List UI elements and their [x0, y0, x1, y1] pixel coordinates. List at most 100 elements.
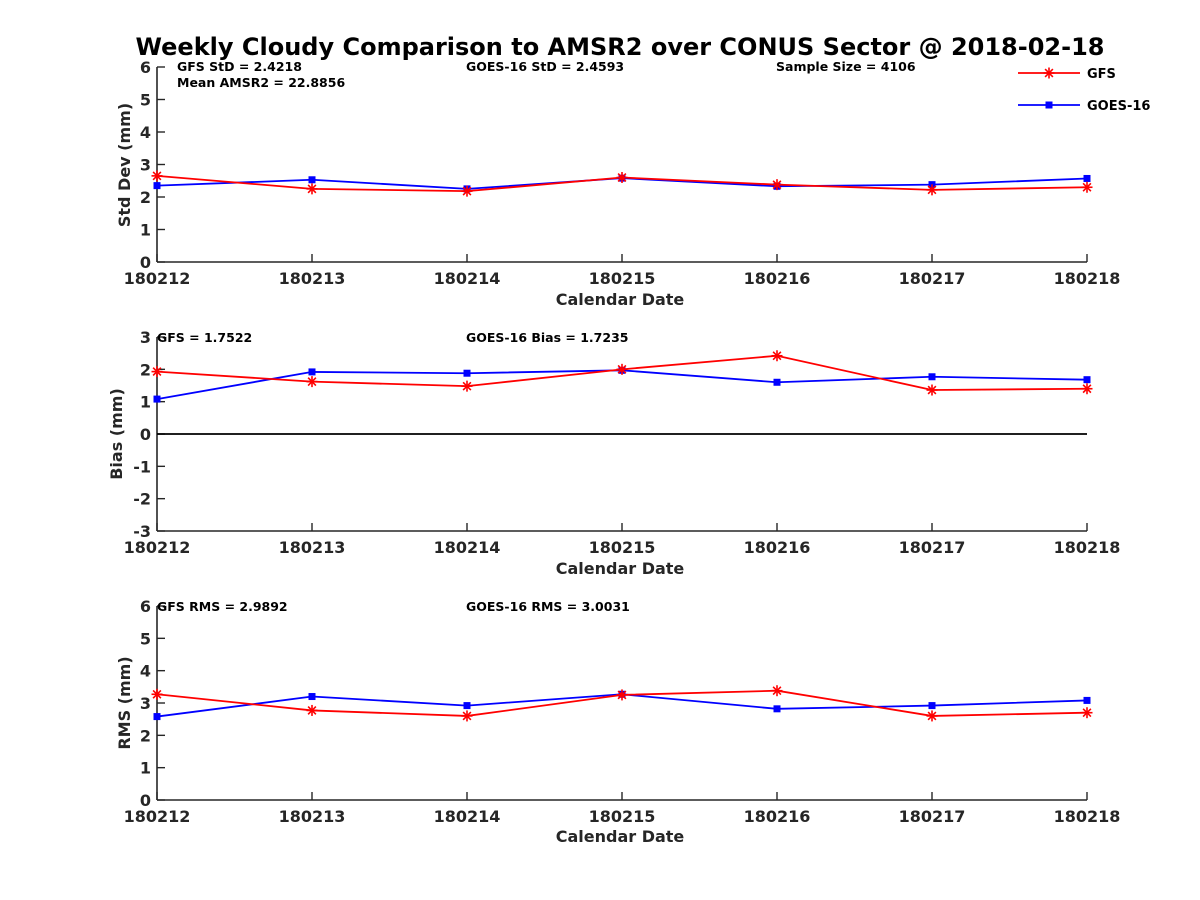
x-tick-label: 180212 [124, 269, 191, 288]
y-tick-label: 3 [140, 156, 151, 175]
data-point-goes16 [773, 378, 781, 386]
panel-bias-xlabel: Calendar Date [556, 559, 685, 578]
data-point-gfs-stroke [617, 690, 627, 700]
annotation-goes16-std: GOES-16 StD = 2.4593 [466, 59, 624, 74]
x-tick-label: 180215 [589, 807, 656, 826]
data-point-gfs-stroke [617, 364, 627, 374]
data-point-gfs-stroke [462, 186, 472, 196]
data-point-gfs-stroke [462, 381, 472, 391]
x-tick-label: 180216 [744, 269, 811, 288]
x-tick-label: 180214 [434, 269, 501, 288]
data-point-gfs-stroke [772, 180, 782, 190]
data-point-gfs-stroke [307, 377, 317, 387]
data-point-gfs-stroke [152, 171, 162, 181]
annotation-gfs-std: GFS StD = 2.4218 [177, 59, 302, 74]
annotation-goes16-bias: GOES-16 Bias = 1.7235 [466, 330, 628, 345]
annotation-gfs-bias: GFS = 1.7522 [157, 330, 252, 345]
data-point-gfs [306, 183, 318, 195]
data-point-gfs [461, 710, 473, 722]
data-point-gfs-stroke [1082, 384, 1092, 394]
data-point-gfs-stroke [927, 385, 937, 395]
panel-bias-axes: -3 -2 -1 0 1 2 3 180212 180213 180214 180215 180216… [124, 328, 1121, 557]
y-tick-label: 1 [140, 221, 151, 240]
y-tick-label: 2 [140, 726, 151, 745]
annotation-gfs-rms: GFS RMS = 2.9892 [157, 599, 288, 614]
data-point-gfs [151, 688, 163, 700]
x-tick-label: 180212 [124, 807, 191, 826]
data-point-gfs-stroke [152, 367, 162, 377]
data-point-gfs-stroke [152, 689, 162, 699]
data-point-gfs [1081, 707, 1093, 719]
x-tick-label: 180218 [1054, 269, 1121, 288]
y-tick-label: 4 [140, 123, 151, 142]
panel-rms: 0 1 2 3 4 5 6 180212 180213 180214 180215 180216 180… [115, 597, 1120, 846]
y-tick-label: 0 [140, 791, 151, 810]
data-point-goes16 [1083, 376, 1091, 384]
data-point-gfs-stroke [617, 173, 627, 182]
y-tick-label: 6 [140, 58, 151, 77]
y-tick-label: 5 [140, 91, 151, 110]
data-point-gfs-stroke [1082, 182, 1092, 192]
y-tick-label: 5 [140, 629, 151, 648]
data-point-gfs-stroke [307, 705, 317, 715]
data-point-gfs [616, 172, 628, 183]
y-tick-label: 3 [140, 328, 151, 347]
data-point-gfs [616, 689, 628, 701]
panel-bias: -3 -2 -1 0 1 2 3 180212 180213 180214 180215 180216… [107, 328, 1120, 578]
panel-rms-xlabel: Calendar Date [556, 827, 685, 846]
x-tick-label: 180216 [744, 538, 811, 557]
x-tick-label: 180216 [744, 807, 811, 826]
data-point-gfs [926, 384, 938, 396]
data-point-goes16 [153, 395, 161, 403]
data-point-gfs [1081, 181, 1093, 193]
x-tick-label: 180212 [124, 538, 191, 557]
panel-stddev-axes: 0 1 2 3 4 5 6 180212 180213 180214 180215 180216 180… [124, 58, 1121, 288]
legend-marker-goes16 [1045, 101, 1053, 109]
panel-rms-ylabel: RMS (mm) [115, 656, 134, 749]
data-point-gfs [306, 704, 318, 716]
data-point-goes16 [1083, 696, 1091, 704]
legend-asterisk [1043, 67, 1055, 79]
legend-asterisk-stroke [1044, 68, 1054, 78]
x-tick-label: 180217 [899, 807, 966, 826]
data-point-gfs [771, 179, 783, 191]
data-point-gfs-stroke [772, 351, 782, 361]
panel-bias-series [151, 350, 1093, 403]
chart-title: Weekly Cloudy Comparison to AMSR2 over C… [136, 33, 1105, 61]
data-point-gfs [926, 710, 938, 722]
x-tick-label: 180217 [899, 269, 966, 288]
data-point-goes16 [308, 176, 316, 184]
y-tick-label: 1 [140, 759, 151, 778]
data-point-goes16 [773, 705, 781, 713]
data-point-gfs [306, 376, 318, 388]
x-tick-label: 180218 [1054, 807, 1121, 826]
legend-marker-gfs [1043, 67, 1055, 79]
data-point-gfs [616, 363, 628, 375]
data-point-gfs-stroke [927, 711, 937, 721]
data-point-gfs-stroke [307, 184, 317, 194]
y-tick-label: 1 [140, 393, 151, 412]
x-tick-label: 180215 [589, 269, 656, 288]
panel-bias-ylabel: Bias (mm) [107, 388, 126, 480]
data-point-gfs [1081, 383, 1093, 395]
legend-label-goes16: GOES-16 [1087, 99, 1150, 114]
x-tick-label: 180213 [279, 538, 346, 557]
data-point-goes16 [308, 368, 316, 376]
data-point-gfs-stroke [1082, 708, 1092, 718]
legend-label-gfs: GFS [1087, 67, 1116, 82]
data-point-goes16 [463, 702, 471, 710]
data-point-goes16 [308, 693, 316, 701]
x-tick-label: 180215 [589, 538, 656, 557]
data-point-gfs-stroke [772, 686, 782, 696]
y-tick-label: 0 [140, 425, 151, 444]
annotation-sample-size: Sample Size = 4106 [776, 59, 916, 74]
panel-stddev-series [151, 170, 1093, 197]
x-tick-label: 180214 [434, 538, 501, 557]
data-point-gfs [461, 185, 473, 197]
data-point-gfs [771, 350, 783, 362]
data-point-goes16 [463, 369, 471, 377]
y-tick-label: 0 [140, 253, 151, 272]
y-tick-label: 6 [140, 597, 151, 616]
